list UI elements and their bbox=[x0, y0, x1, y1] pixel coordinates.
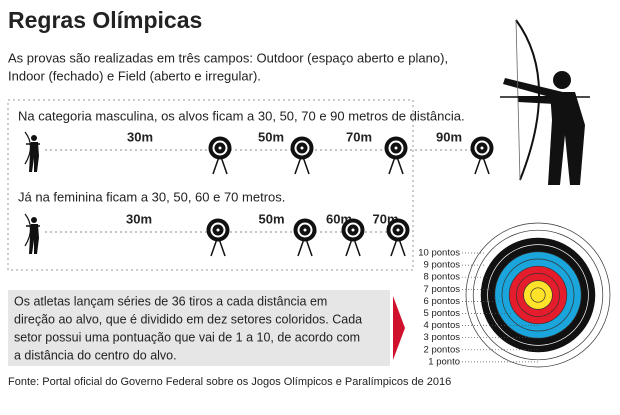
archer-bow bbox=[24, 213, 32, 247]
archer-icon bbox=[24, 213, 40, 254]
distance-label: 50m bbox=[258, 129, 284, 144]
men-text: Na categoria masculina, os alvos ficam a… bbox=[18, 108, 465, 123]
archer-silhouette bbox=[500, 19, 590, 185]
distance-label: 90m bbox=[436, 129, 462, 144]
score-label: 8 pontos bbox=[424, 272, 461, 283]
intro-line: Indoor (fechado) e Field (aberto e irreg… bbox=[8, 68, 261, 83]
score-label: 10 pontos bbox=[418, 248, 460, 259]
score-label: 2 pontos bbox=[424, 344, 461, 355]
target-icon bbox=[206, 218, 230, 257]
archer-body bbox=[29, 224, 39, 254]
archer-head bbox=[31, 135, 37, 141]
score-label: 6 pontos bbox=[424, 296, 461, 307]
target-icon bbox=[293, 218, 317, 257]
score-label: 5 pontos bbox=[424, 308, 461, 319]
archer-body bbox=[29, 142, 39, 172]
target-icon bbox=[290, 136, 314, 175]
target-ring bbox=[299, 145, 305, 151]
target-ring bbox=[395, 227, 401, 233]
info-line: a distância do centro do alvo. bbox=[14, 348, 177, 362]
target-icon bbox=[470, 136, 494, 175]
archer-icon bbox=[24, 131, 40, 172]
archer-head bbox=[31, 217, 37, 223]
info-line: Os atletas lançam séries de 36 tiros a c… bbox=[14, 294, 327, 308]
target-icon bbox=[384, 136, 408, 175]
target-ring bbox=[479, 145, 485, 151]
info-line: direção ao alvo, que é dividido em dez s… bbox=[14, 312, 362, 326]
score-label: 9 pontos bbox=[424, 260, 461, 271]
arrow bbox=[393, 296, 405, 360]
distance-label: 30m bbox=[127, 129, 153, 144]
distance-box bbox=[7, 99, 414, 271]
target-ring bbox=[530, 287, 546, 303]
intro-line: As provas são realizadas em três campos:… bbox=[8, 50, 448, 65]
source: Fonte: Portal oficial do Governo Federal… bbox=[8, 376, 451, 388]
distance-label: 70m bbox=[346, 129, 372, 144]
score-label: 1 ponto bbox=[428, 356, 460, 367]
target-ring bbox=[393, 145, 399, 151]
target-ring bbox=[302, 227, 308, 233]
score-label: 7 pontos bbox=[424, 284, 461, 295]
score-label: 4 pontos bbox=[424, 320, 461, 331]
target-ring bbox=[217, 145, 223, 151]
target-icon bbox=[341, 218, 365, 257]
target-icon bbox=[386, 218, 410, 257]
info-line: setor possui uma pontuação que vai de 1 … bbox=[14, 330, 360, 344]
target-ring bbox=[215, 227, 221, 233]
info-box bbox=[8, 290, 390, 366]
target-ring bbox=[350, 227, 356, 233]
score-label: 3 pontos bbox=[424, 332, 461, 343]
title: Regras Olímpicas bbox=[8, 7, 202, 33]
women-text: Já na feminina ficam a 30, 50, 60 e 70 m… bbox=[18, 189, 285, 204]
distance-label: 30m bbox=[126, 211, 152, 226]
target-icon bbox=[208, 136, 232, 175]
archer-bow bbox=[24, 131, 32, 165]
distance-label: 50m bbox=[258, 211, 284, 226]
